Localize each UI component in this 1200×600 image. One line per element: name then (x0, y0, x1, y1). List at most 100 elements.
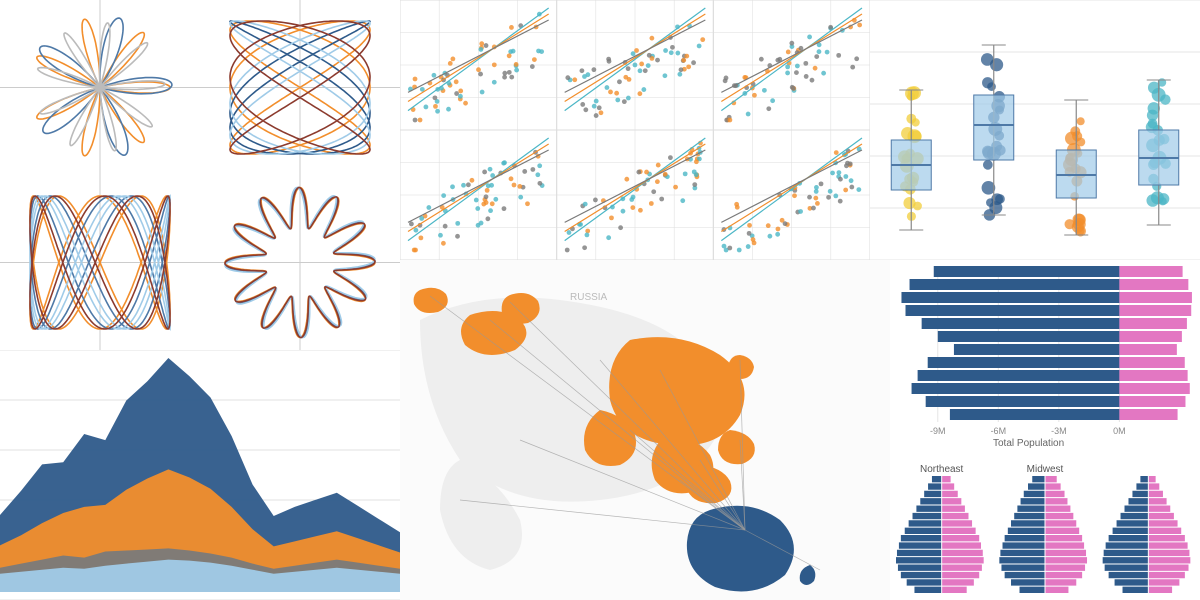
x-tick: -9M (930, 426, 946, 436)
boxplot-point (903, 197, 915, 209)
population-pyramids: NortheastMidwest (890, 460, 1200, 600)
scatter-point (746, 244, 751, 249)
pyr-bar-male (916, 506, 941, 512)
pyr-bar-male (1032, 476, 1045, 482)
pyr-bar-male (901, 535, 942, 541)
scatter-point (432, 73, 437, 78)
pyr-bar-male (897, 550, 942, 556)
pyr-bar-male (907, 579, 942, 585)
pyr-bar-female (1148, 557, 1190, 563)
pyr-bar-male (920, 498, 941, 504)
scatter-point (423, 105, 428, 110)
scatter-point (593, 198, 598, 203)
pyr-bar-female (942, 498, 962, 504)
boxplot-point (1070, 126, 1080, 136)
scatter-point (476, 67, 481, 72)
scatter-point (539, 49, 544, 54)
scatter-point (580, 68, 585, 73)
bar-male (918, 370, 1120, 381)
scatter-point (776, 227, 781, 232)
scatter-point (646, 63, 651, 68)
scatter-point (509, 25, 514, 30)
bar-male (934, 266, 1120, 277)
scatter-point (691, 60, 696, 65)
bar-female (1119, 292, 1192, 303)
scatter-point (807, 195, 812, 200)
bar-female (1119, 409, 1177, 420)
scatter-point (683, 171, 688, 176)
scatter-point (766, 223, 771, 228)
bar-male (926, 396, 1120, 407)
scatter-point (638, 208, 643, 213)
scatter-point (630, 205, 635, 210)
scatter-point (675, 51, 680, 56)
scatter-point (413, 77, 418, 82)
pyr-bar-female (1148, 513, 1174, 519)
pyr-bar-male (928, 483, 942, 489)
pyr-bar-female (1045, 557, 1087, 563)
scatter-point (502, 71, 507, 76)
pyr-bar-female (1148, 542, 1187, 548)
scatter-point (692, 169, 697, 174)
scatter-point (490, 201, 495, 206)
bar-male (901, 292, 1119, 303)
bar-female (1119, 370, 1187, 381)
parametric-curve (38, 23, 165, 151)
pyr-bar-female (1148, 491, 1163, 497)
pyr-bar-female (942, 550, 983, 556)
scatter-point (727, 246, 732, 251)
scatter-point (461, 183, 466, 188)
scatter-point (438, 233, 443, 238)
pyr-bar-female (942, 483, 955, 489)
pyr-bar-male (1105, 565, 1149, 571)
scatter-point (722, 244, 727, 249)
pyr-bar-female (942, 506, 965, 512)
scatter-point (597, 105, 602, 110)
scatter-point (821, 71, 826, 76)
pyr-bar-female (1045, 587, 1068, 593)
scatter-point (747, 231, 752, 236)
scatter-point (586, 72, 591, 77)
scatter-point (686, 64, 691, 69)
scatter-point (834, 150, 839, 155)
scatter-point (836, 53, 841, 58)
scatter-point (697, 44, 702, 49)
scatter-point (518, 195, 523, 200)
scatter-point (583, 202, 588, 207)
scatter-point (605, 85, 610, 90)
pyr-bar-female (942, 587, 967, 593)
x-tick: -3M (1051, 426, 1067, 436)
scatter-point (762, 88, 767, 93)
scatter-point (479, 221, 484, 226)
scatter-point (752, 93, 757, 98)
scatter-point (775, 232, 780, 237)
bar-male (912, 383, 1120, 394)
pyr-bar-female (942, 542, 981, 548)
pyr-bar-female (942, 565, 982, 571)
pyr-bar-female (1148, 528, 1181, 534)
scatter-point (789, 41, 794, 46)
scatter-point (512, 183, 517, 188)
scatter-point (766, 106, 771, 111)
scatter-point (599, 110, 604, 115)
scatter-point (567, 230, 572, 235)
pyramid-label: Northeast (920, 464, 964, 475)
scatter-point (647, 53, 652, 58)
scatter-point (655, 58, 660, 63)
pyr-bar-male (914, 587, 941, 593)
bar-male (938, 331, 1120, 342)
bar-male (928, 357, 1120, 368)
scatter-point (458, 89, 463, 94)
pyr-bar-female (942, 579, 974, 585)
scatter-point (843, 174, 848, 179)
scatter-point (565, 75, 570, 80)
scatter-point (617, 79, 622, 84)
scatter-point (813, 66, 818, 71)
scatter-point (413, 118, 418, 123)
scatter-point (507, 70, 512, 75)
scatter-point (673, 185, 678, 190)
scatter-point (700, 37, 705, 42)
scatter-point (535, 172, 540, 177)
scatter-point (492, 62, 497, 67)
pyr-bar-female (1045, 491, 1065, 497)
